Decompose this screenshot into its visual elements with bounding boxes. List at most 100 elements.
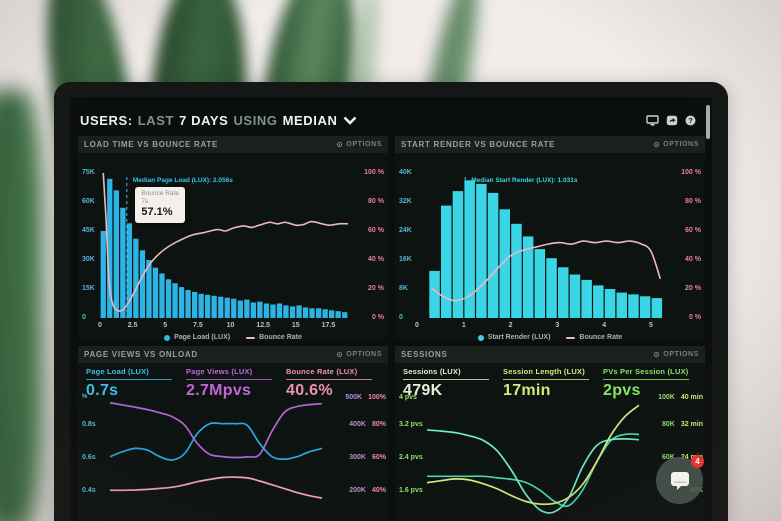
- axis-tick-label: 2: [508, 322, 513, 329]
- legend-dot-marker: [164, 334, 171, 341]
- chart-start-render-vs-bounce-rate[interactable]: 40K 32K 24K 16K 8K 0 100 % 80 % 60 % 40 % 20 % 0 % M…: [395, 153, 705, 341]
- x-axis: 0 1 2 3 4 5: [415, 322, 665, 331]
- y-axis-left: 40K 32K 24K 16K 8K 0: [399, 169, 412, 322]
- metric: Page Views (LUX) 2.7Mpvs: [186, 367, 284, 399]
- title-days: 7 DAYS: [179, 112, 229, 128]
- metric: Sessions (LUX) 479K: [403, 367, 501, 399]
- metric-label: Bounce Rate (LUX): [286, 367, 358, 376]
- title-using: USING: [233, 112, 278, 128]
- options-button[interactable]: OPTIONS: [336, 351, 382, 358]
- axis-tick-label: 4 pvs: [399, 393, 417, 401]
- axis-tick-label: 40 %: [685, 256, 701, 263]
- y-axis-left: 75K 60K 45K 30K 15K 0: [82, 169, 95, 322]
- panel-start-render-vs-bounce-rate: START RENDER VS BOUNCE RATE OPTIONS 40K 3…: [395, 136, 705, 341]
- plot-area[interactable]: [427, 394, 639, 521]
- axis-tick-row: 200K 40%: [322, 487, 386, 494]
- metric-label: PVs Per Session (LUX): [603, 367, 689, 376]
- chevron-down-icon[interactable]: [343, 116, 357, 125]
- options-button[interactable]: OPTIONS: [653, 141, 699, 148]
- panel-title: START RENDER VS BOUNCE RATE: [401, 140, 556, 149]
- metric-value: 479K: [403, 382, 443, 399]
- scrollbar[interactable]: [706, 105, 710, 139]
- metrics-row: Sessions (LUX) 479K Session Length (LUX) 17…: [403, 367, 703, 399]
- legend-line-marker: [566, 336, 576, 339]
- bar-series: [429, 180, 663, 318]
- axis-tick-label: 60K: [661, 454, 675, 462]
- x-axis: 0 2.5 5 7.5 10 12.5 15 17.5: [98, 322, 348, 331]
- plot-area[interactable]: [110, 394, 322, 521]
- dashboard-screen: USERS: LAST 7 DAYS USING MEDIAN: [70, 97, 712, 521]
- chat-widget-button[interactable]: 4: [656, 455, 704, 504]
- legend-item[interactable]: Start Render (LUX): [477, 334, 550, 341]
- header-icons: ?: [646, 114, 696, 126]
- panel-header: START RENDER VS BOUNCE RATE OPTIONS: [395, 136, 705, 153]
- median-annotation-label: Median Page Load (LUX): 2.056s: [132, 177, 233, 184]
- options-button[interactable]: OPTIONS: [653, 351, 699, 358]
- axis-tick-row: 300K 60%: [322, 454, 386, 461]
- help-icon[interactable]: ?: [685, 115, 696, 126]
- legend-item[interactable]: Bounce Rate: [566, 334, 622, 341]
- axis-tick-label: 3.2 pvs: [399, 421, 423, 429]
- axis-tick-label: 0 %: [688, 314, 701, 321]
- legend-item[interactable]: Page Load (LUX): [164, 334, 230, 341]
- median-annotation-label: Median Start Render (LUX): 1.031s: [471, 177, 578, 184]
- display-icon[interactable]: [646, 114, 659, 126]
- axis-tick-row: 500K 100%: [322, 394, 386, 401]
- chart-load-time-vs-bounce-rate[interactable]: 75K 60K 45K 30K 15K 0 100 % 80 % 60 % 40 % 20 % 0 %…: [78, 153, 388, 341]
- chart-page-views-vs-onload[interactable]: % 0.8s 0.6s 0.4s 500K 100% 400K 80% 300K 60% 200K 4…: [78, 394, 388, 521]
- legend-label: Bounce Rate: [259, 334, 302, 341]
- axis-tick-label: 300K: [349, 454, 366, 462]
- axis-tick-label: 500K: [345, 393, 363, 401]
- axis-tick-label: 80 %: [685, 198, 701, 205]
- gear-icon: [337, 351, 343, 358]
- axis-tick-label: 400K: [349, 421, 366, 429]
- y-axis-right: 500K 100% 400K 80% 300K 60% 200K 40%: [322, 394, 386, 521]
- chart-legend: Start Render (LUX) Bounce Rate: [395, 334, 705, 341]
- metric-value: 17min: [503, 382, 551, 399]
- axis-tick-label: 0: [399, 314, 403, 321]
- line-series: [430, 240, 662, 302]
- metric-label: Page Load (LUX): [86, 367, 150, 376]
- axis-tick-label: 40 min: [680, 393, 703, 401]
- metric-label: Sessions (LUX): [403, 367, 461, 376]
- legend-label: Page Load (LUX): [174, 334, 231, 341]
- panel-title: SESSIONS: [401, 350, 448, 359]
- panel-title: LOAD TIME VS BOUNCE RATE: [84, 140, 218, 149]
- metric-value: 2pvs: [603, 382, 641, 399]
- metric-underline: [403, 379, 489, 380]
- share-icon[interactable]: [666, 115, 678, 126]
- line-series: [110, 422, 322, 461]
- plot-area[interactable]: Median Start Render (LUX): 1.031s: [417, 173, 665, 318]
- axis-tick-label: 40K: [399, 169, 412, 176]
- y-axis-left: % 0.8s 0.6s 0.4s: [82, 394, 109, 521]
- axis-tick-label: 80%: [371, 421, 386, 429]
- metric-underline: [503, 379, 589, 380]
- metric: PVs Per Session (LUX) 2pvs: [603, 367, 701, 399]
- axis-tick-label: 5: [649, 322, 653, 329]
- axis-tick-label: 0.4s: [82, 487, 96, 495]
- line-series: [427, 404, 639, 506]
- laptop: USERS: LAST 7 DAYS USING MEDIAN: [54, 82, 728, 521]
- metric-underline: [186, 379, 272, 380]
- axis-tick-label: 0.6s: [82, 454, 96, 462]
- metric: Session Length (LUX) 17min: [503, 367, 601, 399]
- options-button[interactable]: OPTIONS: [336, 141, 382, 148]
- axis-tick-label: 60 %: [685, 227, 701, 234]
- title-median: MEDIAN: [282, 112, 338, 128]
- page-title: USERS: LAST 7 DAYS USING MEDIAN: [80, 113, 357, 128]
- legend-line-marker: [246, 336, 256, 339]
- axis-tick-label: 60K: [82, 198, 95, 205]
- plot-area[interactable]: Median Page Load (LUX): 2.056s Bounce Rat…: [100, 173, 348, 318]
- axis-tick-label: 75K: [82, 169, 95, 176]
- axis-tick-label: 80 %: [368, 198, 384, 205]
- y-axis-right: 100 % 80 % 60 % 40 % 20 % 0 %: [681, 169, 701, 322]
- chart-sessions[interactable]: 4 pvs 3.2 pvs 2.4 pvs 1.6 pvs 100K 40 min 80K 3…: [395, 394, 705, 521]
- legend-item[interactable]: Bounce Rate: [246, 334, 302, 341]
- chat-bubble-icon: [670, 472, 689, 490]
- options-label: OPTIONS: [663, 141, 699, 148]
- line-series: [427, 433, 639, 508]
- panel-sessions: SESSIONS OPTIONS Sessions (LUX) 479K Sessi…: [395, 346, 705, 521]
- axis-tick-label: 45K: [82, 227, 95, 234]
- axis-tick-label: 200K: [349, 487, 366, 495]
- axis-tick-label: 20 %: [368, 285, 384, 292]
